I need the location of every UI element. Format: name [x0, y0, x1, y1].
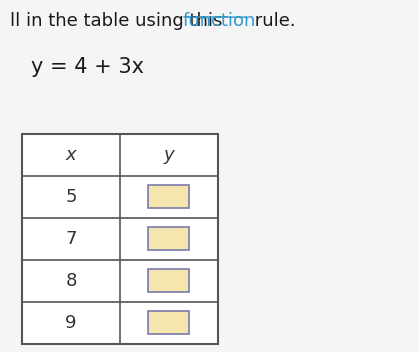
Text: 5: 5 [65, 188, 77, 206]
Text: 7: 7 [65, 230, 77, 248]
Text: y: y [163, 146, 174, 164]
Text: y = 4 + 3x: y = 4 + 3x [31, 57, 144, 77]
FancyBboxPatch shape [148, 269, 189, 292]
Text: 8: 8 [65, 272, 77, 290]
FancyBboxPatch shape [148, 311, 189, 334]
Text: 9: 9 [65, 314, 77, 332]
Text: function: function [182, 12, 256, 30]
FancyBboxPatch shape [148, 227, 189, 250]
Text: x: x [66, 146, 76, 164]
Text: ll in the table using this: ll in the table using this [10, 12, 228, 30]
FancyBboxPatch shape [148, 186, 189, 208]
Text: rule.: rule. [249, 12, 296, 30]
FancyBboxPatch shape [22, 134, 218, 344]
